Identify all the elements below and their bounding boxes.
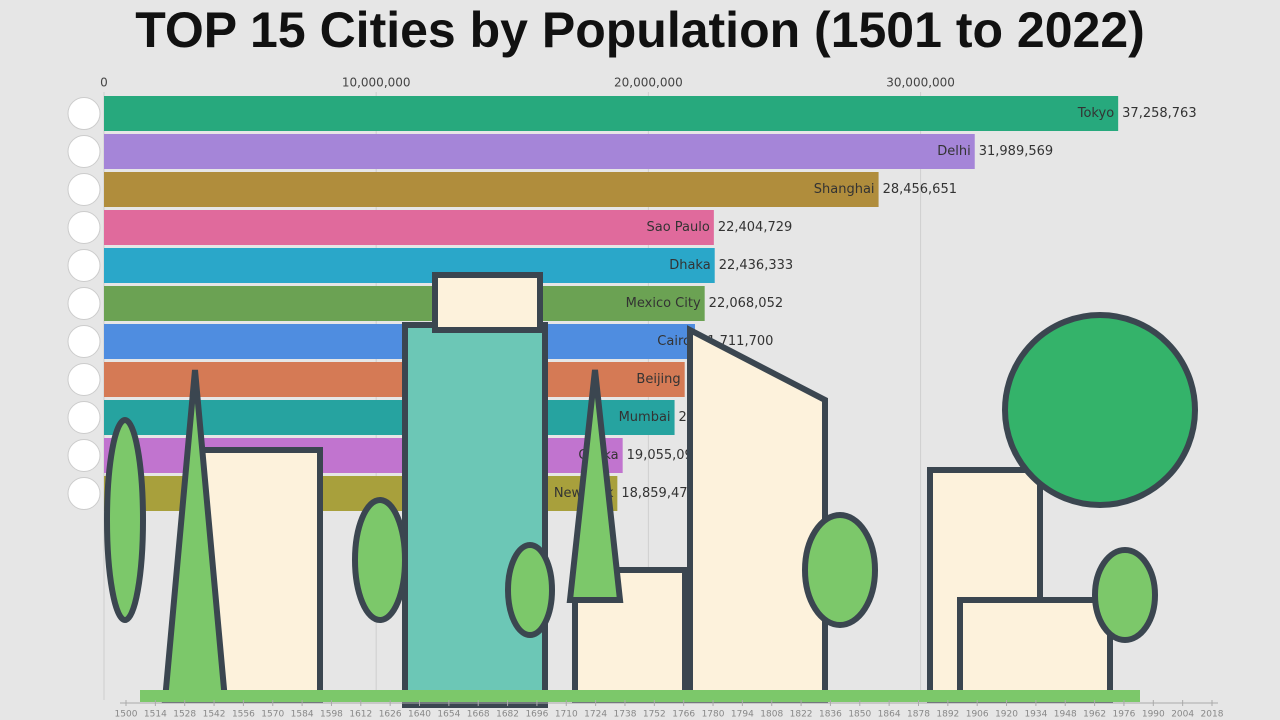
flag — [67, 287, 101, 320]
x-tick-label: 20,000,000 — [614, 76, 683, 90]
bar-name: Shanghai — [814, 182, 875, 197]
timeline-label: 1752 — [643, 710, 666, 720]
timeline-label: 1892 — [936, 710, 959, 720]
bar-name: Dhaka — [669, 258, 710, 273]
flag — [67, 363, 101, 396]
timeline-label: 1850 — [848, 710, 871, 720]
timeline-label: 1766 — [672, 710, 695, 720]
timeline-label: 1598 — [320, 710, 343, 720]
timeline-label: 1640 — [408, 710, 431, 720]
flag — [67, 325, 101, 358]
bar-value: 19,055,090 — [627, 448, 701, 463]
bars: 0 10,000,000 20,000,000 30,000,000 Tokyo 37,2… — [67, 76, 1197, 700]
timeline-label: 1696 — [525, 710, 548, 720]
bar-name: Beijing — [636, 372, 680, 387]
bar-value: 37,258,763 — [1122, 106, 1196, 121]
timeline-label: 2018 — [1201, 710, 1224, 720]
timeline-label: 1570 — [261, 710, 284, 720]
bar-value: 31,989,569 — [979, 144, 1053, 159]
building — [957, 597, 1113, 703]
timeline-label: 1738 — [614, 710, 637, 720]
bar-name: Mumbai — [619, 410, 671, 425]
bar — [104, 172, 879, 207]
bar — [104, 248, 715, 283]
bar-value: 18,859,476 — [621, 486, 695, 501]
timeline-label: 1654 — [437, 710, 460, 720]
building — [687, 325, 828, 703]
flag — [67, 135, 101, 168]
timeline-label: 1556 — [232, 710, 255, 720]
building — [432, 272, 543, 333]
tree — [505, 542, 555, 638]
timeline-label: 1682 — [496, 710, 519, 720]
illustration — [104, 272, 1198, 708]
tree — [1092, 547, 1158, 643]
timeline-label: 1906 — [966, 710, 989, 720]
flag — [67, 173, 101, 206]
bar — [104, 210, 714, 245]
timeline-label: 1962 — [1083, 710, 1106, 720]
x-tick-label: 10,000,000 — [342, 76, 411, 90]
flag — [67, 401, 101, 434]
bar-name: Tokyo — [1077, 106, 1114, 121]
bar — [104, 362, 685, 397]
timeline-label: 1878 — [907, 710, 930, 720]
building — [402, 322, 548, 708]
timeline-label: 1808 — [760, 710, 783, 720]
timeline-label: 1668 — [467, 710, 490, 720]
timeline-label: 1780 — [702, 710, 725, 720]
timeline-label: 1612 — [349, 710, 372, 720]
bar — [104, 324, 695, 359]
tree — [352, 497, 408, 623]
bar-name: Delhi — [937, 144, 970, 159]
flag — [67, 477, 101, 510]
timeline-label: 1710 — [555, 710, 578, 720]
timeline-label: 1528 — [173, 710, 196, 720]
timeline-label: 1626 — [379, 710, 402, 720]
bar — [104, 134, 975, 169]
timeline-label: 1584 — [291, 710, 314, 720]
bar-name: Mexico City — [626, 296, 701, 311]
tree — [104, 417, 146, 623]
logo-globe — [1002, 312, 1198, 508]
timeline-label: 1990 — [1142, 710, 1165, 720]
bar-name: Cairo — [657, 334, 691, 349]
ground — [140, 690, 1140, 702]
timeline-label: 1920 — [995, 710, 1018, 720]
timeline-label: 1976 — [1112, 710, 1135, 720]
timeline-label: 1724 — [584, 710, 607, 720]
tree — [566, 369, 624, 603]
bar-value: 22,068,052 — [709, 296, 783, 311]
bar-value: 22,436,333 — [719, 258, 793, 273]
bar-value: 22,404,729 — [718, 220, 792, 235]
timeline-label: 1500 — [115, 710, 138, 720]
timeline-label: 1822 — [790, 710, 813, 720]
flag — [67, 211, 101, 244]
timeline-label: 1864 — [878, 710, 901, 720]
x-tick-label: 30,000,000 — [886, 76, 955, 90]
bar-value: 28,456,651 — [883, 182, 957, 197]
timeline-label: 1514 — [144, 710, 167, 720]
flag — [67, 249, 101, 282]
timeline-label: 1542 — [203, 710, 226, 720]
flag — [67, 439, 101, 472]
timeline-label: 1794 — [731, 710, 754, 720]
bar-name: Sao Paulo — [647, 220, 710, 235]
chart-title: TOP 15 Cities by Population (1501 to 202… — [135, 2, 1145, 58]
bar — [104, 96, 1119, 131]
tree — [802, 512, 878, 628]
bar — [104, 286, 705, 321]
timeline-label: 2004 — [1171, 710, 1194, 720]
timeline-label: 1836 — [819, 710, 842, 720]
timeline-label: 1934 — [1024, 710, 1047, 720]
axes: 1500 1514 1528 1542 1556 1570 1584 1598 1612 1626… — [115, 700, 1224, 720]
x-tick-label: 0 — [100, 76, 108, 90]
flag — [67, 97, 101, 130]
timeline-label: 1948 — [1054, 710, 1077, 720]
